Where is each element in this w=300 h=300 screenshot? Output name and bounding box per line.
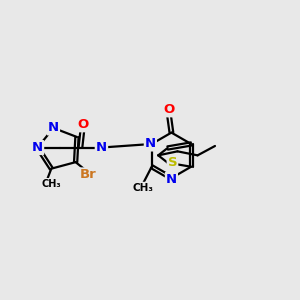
Text: N: N [48, 122, 59, 134]
Text: Br: Br [80, 168, 96, 182]
Text: N: N [145, 137, 156, 151]
Text: H: H [98, 140, 107, 150]
Text: CH₃: CH₃ [133, 183, 154, 193]
Text: CH₃: CH₃ [41, 179, 61, 189]
Text: S: S [168, 156, 177, 169]
Text: N: N [32, 141, 43, 154]
Text: O: O [163, 103, 174, 116]
Text: N: N [96, 141, 107, 154]
Text: N: N [166, 173, 177, 186]
Text: O: O [77, 118, 88, 131]
